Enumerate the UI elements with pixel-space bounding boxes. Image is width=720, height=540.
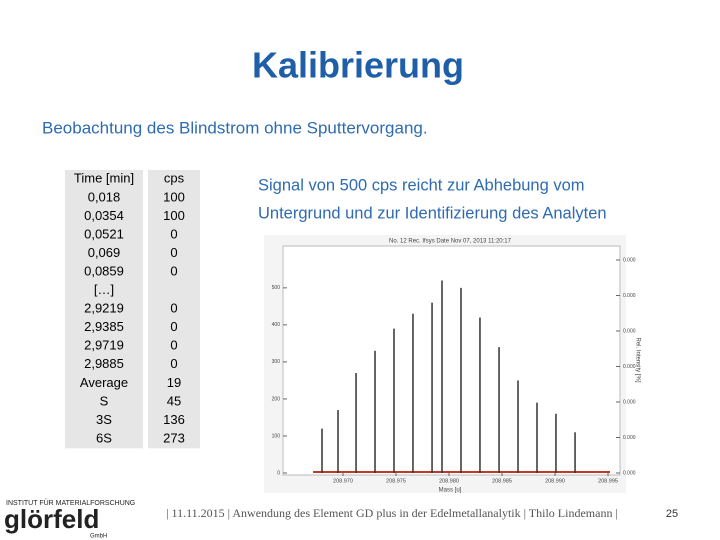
logo-bottom: GmbH <box>90 534 107 540</box>
table-header: Time [min] <box>74 171 134 186</box>
table-cell: 3S <box>96 412 112 427</box>
table-cell: 136 <box>163 412 185 427</box>
x-tick-label: 208.995 <box>598 478 618 484</box>
table-cell: 2,9385 <box>84 319 124 334</box>
footer-text: | 11.11.2015 | Anwendung des Element GD … <box>166 506 618 520</box>
table-cell: 2,9885 <box>84 356 124 371</box>
table-cell: 0 <box>170 301 177 316</box>
table-cell: 0,018 <box>88 189 121 204</box>
y2-label: Rel. Intensity [%] <box>634 337 640 382</box>
table-cell: 19 <box>167 375 181 390</box>
y2-tick-label: 0.000 <box>623 293 636 299</box>
table-cell: 273 <box>163 430 185 445</box>
table-cell: 0,069 <box>88 245 121 260</box>
spectrum-title: No. 12 Rec. Ifsys Date Nov 07, 2013 11:2… <box>389 239 512 245</box>
table-cell: 0,0859 <box>84 263 124 278</box>
table-cell: 100 <box>163 189 185 204</box>
note-line: Untergrund und zur Identifizierung des A… <box>258 204 607 222</box>
table-cell: 0 <box>170 226 177 241</box>
table-column-bg <box>148 170 200 449</box>
table-cell: S <box>100 393 109 408</box>
table-cell: 0 <box>170 245 177 260</box>
title: Kalibrierung <box>252 45 464 86</box>
y-tick-label: 200 <box>272 396 281 402</box>
table-cell: 100 <box>163 208 185 223</box>
y2-tick-label: 0.000 <box>623 364 636 370</box>
y2-tick-label: 0.000 <box>623 257 636 263</box>
table-cell: […] <box>94 282 114 297</box>
table-cell: Average <box>80 375 128 390</box>
y-tick-label: 0 <box>277 470 280 476</box>
y-tick-label: 400 <box>272 322 281 328</box>
table-cell: 0 <box>170 263 177 278</box>
table-cell: 2,9719 <box>84 338 124 353</box>
table-cell: 0 <box>170 356 177 371</box>
table-cell: 6S <box>96 430 112 445</box>
table-cell: 0,0354 <box>84 208 124 223</box>
table-cell: 0 <box>170 338 177 353</box>
y2-tick-label: 0.000 <box>623 399 636 405</box>
table-column-bg <box>65 170 143 449</box>
table-cell: 0,0521 <box>84 226 124 241</box>
table-cell: 0 <box>170 319 177 334</box>
x-label: Mass [u] <box>439 488 462 494</box>
x-tick-label: 208.975 <box>386 478 406 484</box>
table-cell: 45 <box>167 393 181 408</box>
y2-tick-label: 0.000 <box>623 435 636 441</box>
y-tick-label: 300 <box>272 359 281 365</box>
note-line: Signal von 500 cps reicht zur Abhebung v… <box>258 176 585 194</box>
x-tick-label: 208.990 <box>545 478 565 484</box>
x-tick-label: 208.970 <box>333 478 353 484</box>
table-header: cps <box>164 171 185 186</box>
y-tick-label: 100 <box>272 433 281 439</box>
x-tick-label: 208.980 <box>439 478 459 484</box>
y2-tick-label: 0.000 <box>623 470 636 476</box>
y2-tick-label: 0.000 <box>623 328 636 334</box>
logo-top: INSTITUT FÜR MATERIALFORSCHUNG <box>6 499 135 507</box>
logo-name: glörfeld <box>4 504 99 534</box>
y-tick-label: 500 <box>272 285 281 291</box>
table-cell: 2,9219 <box>84 301 124 316</box>
subtitle: Beobachtung des Blindstrom ohne Sputterv… <box>42 118 428 137</box>
plot-area <box>282 245 621 476</box>
page-number: 25 <box>666 508 678 520</box>
x-tick-label: 208.985 <box>492 478 512 484</box>
